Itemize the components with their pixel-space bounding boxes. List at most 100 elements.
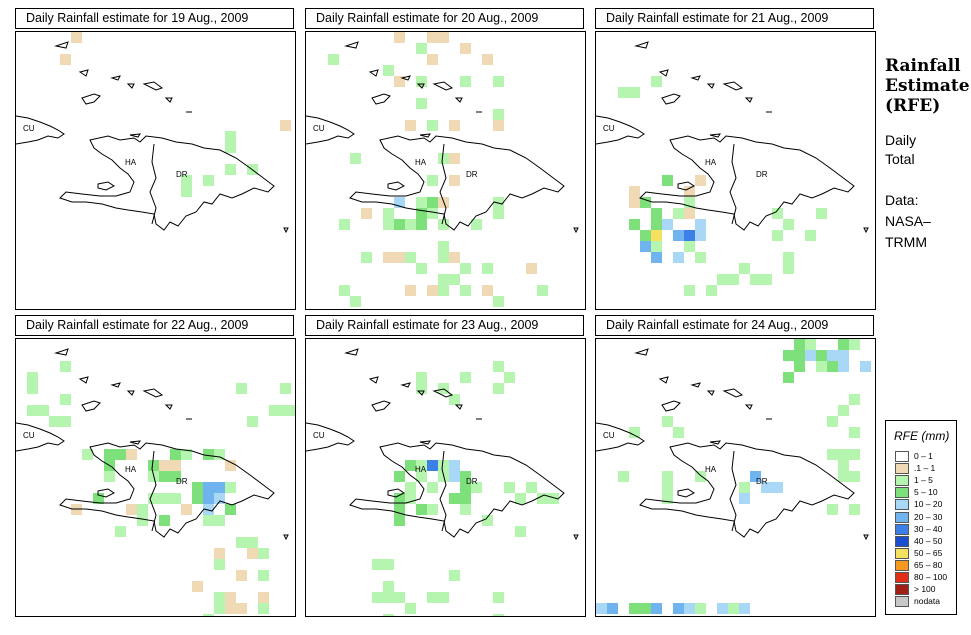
data-source-line: Data: (885, 192, 919, 208)
rainfall-cell (761, 482, 772, 493)
rainfall-cell (60, 361, 71, 372)
rainfall-cell (783, 219, 794, 230)
rainfall-cell (383, 581, 394, 592)
rainfall-cell (750, 471, 761, 482)
rainfall-cell (416, 43, 427, 54)
rainfall-cell (651, 603, 662, 614)
label-haiti: HA (125, 465, 137, 474)
island-coastline (283, 534, 289, 541)
legend-label: 0 – 1 (914, 451, 933, 461)
rainfall-cell (673, 208, 684, 219)
rainfall-cell (258, 548, 269, 559)
island-coastline (78, 69, 89, 77)
rainfall-cell (383, 614, 394, 616)
rainfall-cell (460, 504, 471, 515)
cuba-coastline (16, 422, 65, 452)
rainfall-cell (794, 361, 805, 372)
rainfall-cell (684, 197, 695, 208)
rainfall-cell (739, 482, 750, 493)
island-coastline (371, 400, 391, 412)
rainfall-cell (684, 285, 695, 296)
rainfall-cell (170, 471, 181, 482)
legend-swatch (895, 584, 909, 596)
rainfall-cell (394, 197, 405, 208)
rainfall-cell (27, 383, 38, 394)
rainfall-cell (493, 76, 504, 87)
rainfall-cell (849, 394, 860, 405)
rainfall-cell (93, 493, 104, 504)
island-coastline (573, 227, 579, 234)
rainfall-cell (629, 219, 640, 230)
rainfall-cell (695, 230, 706, 241)
label-cuba: CU (313, 431, 325, 440)
hispaniola-coastline (349, 135, 565, 231)
legend-label: 30 – 40 (914, 523, 943, 534)
rainfall-cell (383, 65, 394, 76)
island-coastline (416, 390, 425, 396)
rainfall-cell (493, 383, 504, 394)
rainfall-cell (115, 526, 126, 537)
rainfall-cell (159, 460, 170, 471)
rainfall-cell (838, 471, 849, 482)
gonave-island-coastline (677, 181, 695, 191)
rainfall-cell (203, 614, 214, 616)
rainfall-cell (838, 460, 849, 471)
legend-label: 40 – 50 (914, 535, 943, 546)
gonave-island-coastline (387, 488, 405, 498)
rainfall-cell (60, 394, 71, 405)
tortuga-island-coastline (709, 440, 722, 445)
rainfall-cell (651, 241, 662, 252)
label-dominican-republic: DR (466, 477, 478, 486)
rainfall-cell (192, 493, 203, 504)
rainfall-cell (706, 285, 717, 296)
legend-swatch (895, 596, 909, 608)
rainfall-cell (471, 219, 482, 230)
island-coastline (432, 388, 454, 398)
rainfall-cell (548, 493, 559, 504)
island-coastline (110, 75, 121, 81)
rainfall-cell (214, 493, 225, 504)
island-coastline (344, 41, 359, 49)
rainfall-cell (673, 427, 684, 438)
rainfall-cell (394, 504, 405, 515)
rainfall-cell (739, 493, 750, 504)
island-coastline (706, 83, 715, 89)
label-cuba: CU (603, 124, 615, 133)
rainfall-cell (618, 471, 629, 482)
rainfall-cell (849, 449, 860, 460)
island-coastline (658, 376, 669, 384)
rainfall-cell (427, 285, 438, 296)
rainfall-cell (695, 219, 706, 230)
rainfall-cell (82, 449, 93, 460)
rainfall-cell (662, 219, 673, 230)
island-coastline (81, 93, 101, 105)
rainfall-cell (137, 504, 148, 515)
rainfall-cell (236, 570, 247, 581)
rainfall-cell (339, 219, 350, 230)
rainfall-map: CU HA DR (305, 31, 586, 310)
panel-title: Daily Rainfall estimate for 21 Aug., 200… (595, 8, 874, 29)
rainfall-cell (493, 120, 504, 131)
island-coastline (661, 93, 681, 105)
rainfall-cell (350, 153, 361, 164)
rainfall-cell (350, 296, 361, 307)
haiti-dr-border (439, 143, 447, 225)
rainfall-cell (493, 592, 504, 603)
panel-21-aug: Daily Rainfall estimate for 21 Aug., 200… (595, 8, 876, 310)
panel-23-aug: Daily Rainfall estimate for 23 Aug., 200… (305, 315, 586, 617)
haiti-dr-border (149, 450, 157, 532)
legend-swatch (895, 572, 909, 583)
rainfall-cell (181, 186, 192, 197)
rainfall-cell (504, 482, 515, 493)
rainfall-cell (772, 230, 783, 241)
rainfall-cell (673, 603, 684, 614)
rainfall-cell (438, 592, 449, 603)
rainfall-cell (772, 208, 783, 219)
rainfall-cell (383, 252, 394, 263)
rainfall-cell (372, 592, 383, 603)
island-coastline (690, 75, 701, 81)
hispaniola-coastline (639, 442, 855, 538)
island-coastline (400, 382, 411, 388)
island-coastline (344, 348, 359, 356)
island-coastline (722, 388, 744, 398)
